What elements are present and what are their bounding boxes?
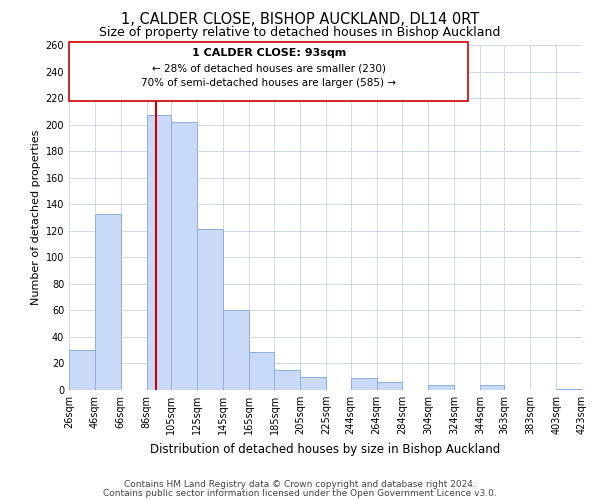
Bar <box>197 230 223 390</box>
FancyBboxPatch shape <box>69 42 468 100</box>
Bar <box>248 352 274 390</box>
Bar <box>171 122 197 390</box>
Y-axis label: Number of detached properties: Number of detached properties <box>31 130 41 305</box>
Text: Size of property relative to detached houses in Bishop Auckland: Size of property relative to detached ho… <box>100 26 500 39</box>
Bar <box>301 376 326 390</box>
X-axis label: Distribution of detached houses by size in Bishop Auckland: Distribution of detached houses by size … <box>151 442 500 456</box>
Bar <box>480 384 505 390</box>
Bar <box>146 116 171 390</box>
Text: ← 28% of detached houses are smaller (230): ← 28% of detached houses are smaller (23… <box>152 64 386 74</box>
Text: Contains HM Land Registry data © Crown copyright and database right 2024.: Contains HM Land Registry data © Crown c… <box>124 480 476 489</box>
Bar <box>428 384 454 390</box>
Bar <box>377 382 403 390</box>
Text: 1, CALDER CLOSE, BISHOP AUCKLAND, DL14 0RT: 1, CALDER CLOSE, BISHOP AUCKLAND, DL14 0… <box>121 12 479 28</box>
Text: Contains public sector information licensed under the Open Government Licence v3: Contains public sector information licen… <box>103 488 497 498</box>
Text: 70% of semi-detached houses are larger (585) →: 70% of semi-detached houses are larger (… <box>141 78 396 88</box>
Bar <box>69 350 95 390</box>
Bar <box>223 310 248 390</box>
Bar <box>95 214 121 390</box>
Bar <box>274 370 301 390</box>
Text: 1 CALDER CLOSE: 93sqm: 1 CALDER CLOSE: 93sqm <box>191 48 346 58</box>
Bar <box>556 388 582 390</box>
Bar <box>350 378 377 390</box>
